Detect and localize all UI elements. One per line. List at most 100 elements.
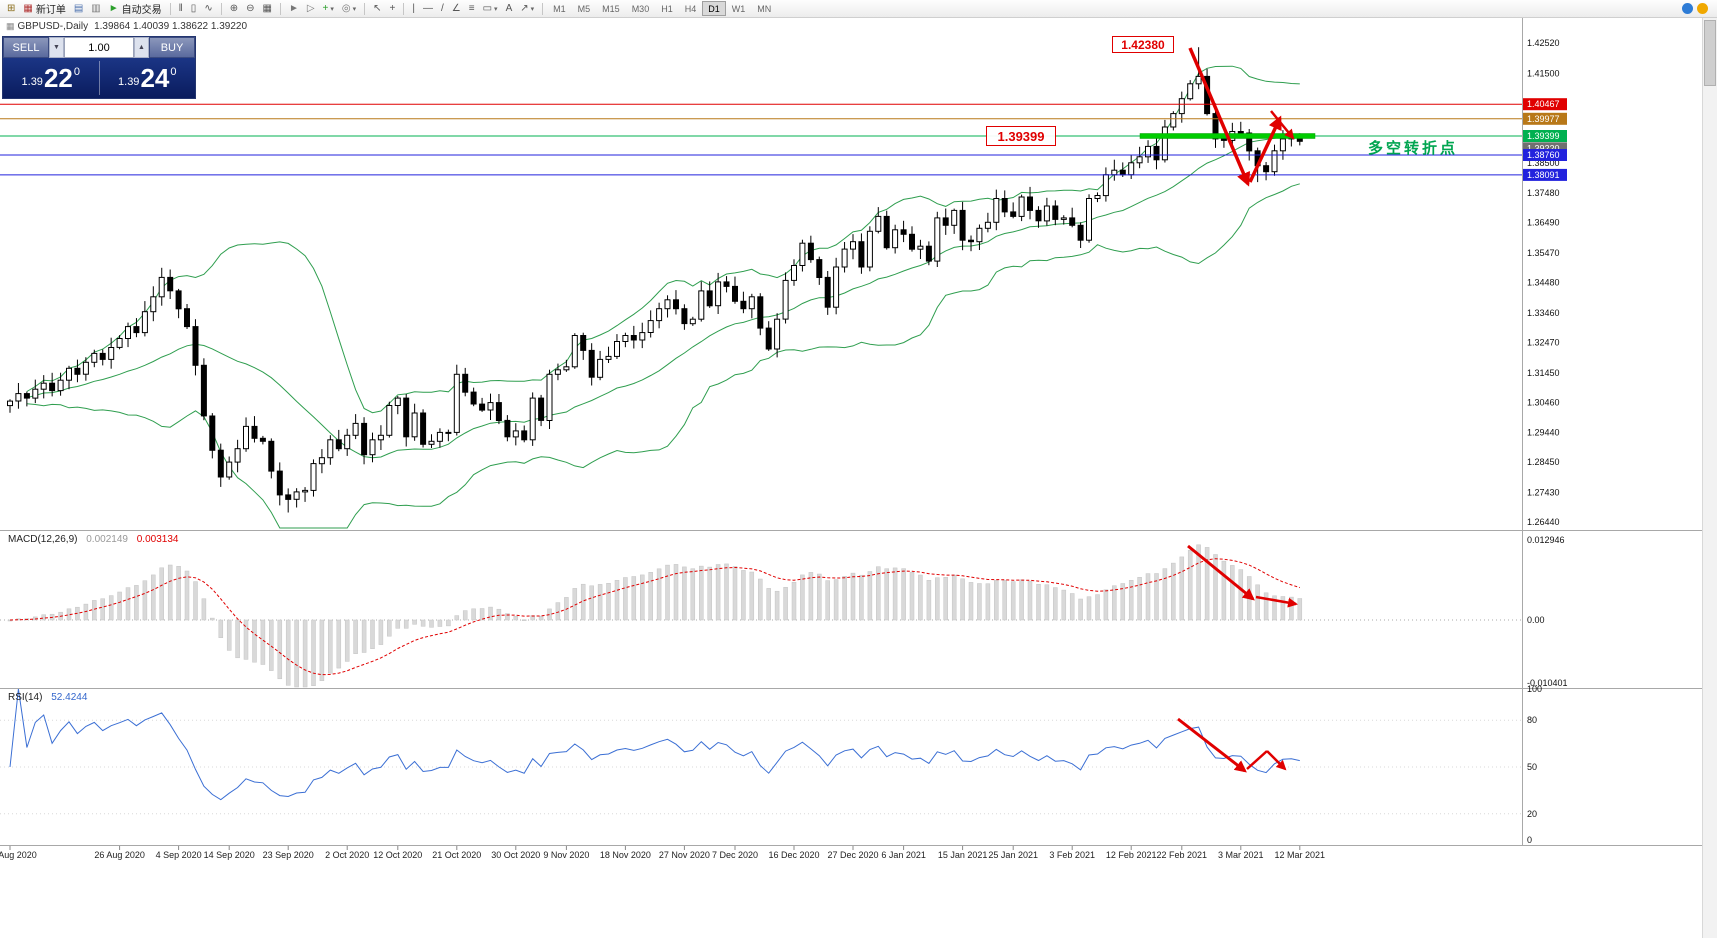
open-chart-icon-glyph: ▤	[73, 2, 84, 14]
rsi-down-arrow[interactable]	[1177, 717, 1247, 773]
svg-text:1.38091: 1.38091	[1527, 170, 1560, 180]
auto-scroll-button-glyph: ►	[288, 2, 299, 14]
rsi-line	[9, 688, 1300, 801]
timeframe-d1-button[interactable]: D1	[702, 1, 726, 16]
svg-text:21 Oct 2020: 21 Oct 2020	[432, 850, 481, 860]
svg-text:1.33460: 1.33460	[1527, 308, 1560, 318]
rsi-reject-arrow[interactable]	[1266, 750, 1287, 771]
crosshair-button[interactable]: +	[386, 1, 400, 16]
equidistant-channel-button[interactable]: ∠	[448, 1, 465, 16]
svg-text:1.28450: 1.28450	[1527, 457, 1560, 467]
macd-flat-arrow[interactable]	[1255, 595, 1298, 608]
svg-text:0.012946: 0.012946	[1527, 535, 1565, 545]
svg-text:12 Feb 2021: 12 Feb 2021	[1106, 850, 1157, 860]
svg-text:1.42520: 1.42520	[1527, 38, 1560, 48]
rsi-bounce-arrow[interactable]	[1246, 750, 1268, 770]
shapes-button[interactable]: ▭ ▾	[479, 1, 502, 16]
macd-signal	[9, 558, 1300, 676]
timeframe-mn-button[interactable]: MN	[757, 3, 772, 14]
indicators-button[interactable]: + ▾	[319, 1, 338, 16]
scrollbar-thumb[interactable]	[1704, 20, 1716, 86]
zoom-in-button-glyph: ⊕	[229, 2, 239, 14]
sell-price-pips: 22	[43, 63, 73, 93]
timeframe-m30-button[interactable]: M30	[631, 3, 650, 14]
timeframe-m1-button[interactable]: M1	[553, 3, 566, 14]
chart-shift-button-glyph: ▷	[306, 2, 315, 14]
rsi-value: 52.4244	[51, 692, 88, 703]
timeframe-m15-button[interactable]: M15	[602, 3, 620, 14]
peak-price-annotation[interactable]: 1.42380	[1112, 36, 1174, 53]
indicators-button-glyph: +	[322, 2, 329, 14]
svg-text:1.31450: 1.31450	[1527, 368, 1560, 378]
sell-price[interactable]: 1.39 22 0	[3, 58, 99, 98]
alerts-icon[interactable]	[1697, 3, 1708, 14]
new-order-button[interactable]: ▦ 新订单	[19, 1, 69, 16]
price-tag-1.39399	[1523, 130, 1567, 142]
timeframe-m5-button[interactable]: M5	[577, 3, 591, 14]
zoom-in-button[interactable]: ⊕	[226, 1, 242, 16]
volume-input[interactable]	[64, 37, 134, 58]
support-price-annotation[interactable]: 1.39399	[986, 126, 1056, 146]
timeframes-menu-button[interactable]: ◎ ▾	[338, 1, 360, 16]
rsi-indicator-label: RSI(14) 52.4244	[8, 692, 87, 703]
rsi-axis: 100 80 50 20 0	[1527, 684, 1542, 845]
volume-increase-button[interactable]: ▲	[134, 37, 149, 58]
candlestick-mode-button[interactable]: ▯	[187, 1, 201, 16]
panel-separators	[0, 18, 1717, 846]
open-chart-icon[interactable]: ▤	[70, 1, 87, 16]
trendline-button[interactable]: /	[437, 1, 448, 16]
horizontal-line-button[interactable]: —	[419, 1, 437, 16]
price-down-arrow[interactable]	[1188, 47, 1251, 187]
svg-text:1.39220: 1.39220	[1527, 143, 1560, 153]
timeframe-h1-button[interactable]: H1	[661, 3, 673, 14]
chart-icon: ▦	[6, 21, 15, 31]
rsi-series	[9, 688, 1300, 801]
vertical-line-button-glyph: |	[412, 2, 415, 14]
bb-lower-band	[26, 183, 1300, 529]
candlestick-mode-button-glyph: ▯	[190, 2, 197, 14]
timeframe-h4-button[interactable]: H4	[684, 3, 697, 14]
profiles-icon[interactable]: ▥	[87, 1, 104, 16]
chart-title: ▦ GBPUSD-,Daily 1.39864 1.40039 1.38622 1.…	[6, 21, 247, 32]
buy-price-pips: 24	[140, 63, 170, 93]
arrows-button-glyph: ↗	[520, 2, 529, 14]
timeframe-w1-button[interactable]: W1	[731, 3, 746, 14]
text-label-button[interactable]: A	[502, 1, 517, 16]
cursor-button[interactable]: ↖	[369, 1, 385, 16]
buy-price[interactable]: 1.39 24 0	[100, 58, 196, 98]
bar-chart-mode-button[interactable]: ‖	[175, 1, 187, 16]
sell-button[interactable]: SELL	[3, 37, 49, 58]
arrows-button[interactable]: ↗ ▾	[516, 1, 538, 16]
volume-decrease-button[interactable]: ▼	[49, 37, 64, 58]
one-click-trading-panel: SELL ▼ ▲ BUY 1.39 22 0 1.39 24 0	[2, 36, 196, 99]
price-tag-1.38091	[1523, 168, 1567, 181]
price-pullback-arrow[interactable]	[1270, 110, 1295, 140]
auto-trading-button[interactable]: ► 自动交易	[105, 1, 166, 16]
community-icon[interactable]	[1682, 3, 1693, 14]
auto-scroll-button[interactable]: ►	[285, 1, 303, 16]
buy-button[interactable]: BUY	[149, 37, 195, 58]
macd-down-arrow[interactable]	[1187, 544, 1255, 601]
svg-text:3 Feb 2021: 3 Feb 2021	[1049, 850, 1095, 860]
svg-text:14 Sep 2020: 14 Sep 2020	[204, 850, 255, 860]
vertical-line-button[interactable]: |	[408, 1, 419, 16]
buy-price-base: 1.39	[118, 76, 140, 88]
rsi-name: RSI(14)	[8, 692, 43, 703]
chart-shift-button[interactable]: ▷	[303, 1, 319, 16]
line-chart-mode-button[interactable]: ∿	[200, 1, 216, 16]
toolbar-separator	[542, 2, 544, 15]
fibonacci-button-glyph: ≡	[468, 2, 475, 14]
sell-price-base: 1.39	[21, 76, 43, 88]
zoom-out-button[interactable]: ⊖	[242, 1, 258, 16]
svg-text:1.40467: 1.40467	[1527, 99, 1560, 109]
toolbar-right-icons	[1682, 3, 1708, 14]
cursor-button-glyph: ↖	[373, 2, 382, 14]
vertical-scrollbar[interactable]	[1702, 18, 1717, 938]
tile-windows-button[interactable]: ▦	[258, 1, 275, 16]
new-chart-button[interactable]: ⊞	[3, 1, 19, 16]
dropdown-caret-icon: ▾	[494, 5, 498, 13]
price-up-arrow[interactable]	[1248, 115, 1282, 183]
shapes-button-glyph: ▭	[482, 2, 493, 14]
svg-text:12 Oct 2020: 12 Oct 2020	[373, 850, 422, 860]
fibonacci-button[interactable]: ≡	[465, 1, 479, 16]
